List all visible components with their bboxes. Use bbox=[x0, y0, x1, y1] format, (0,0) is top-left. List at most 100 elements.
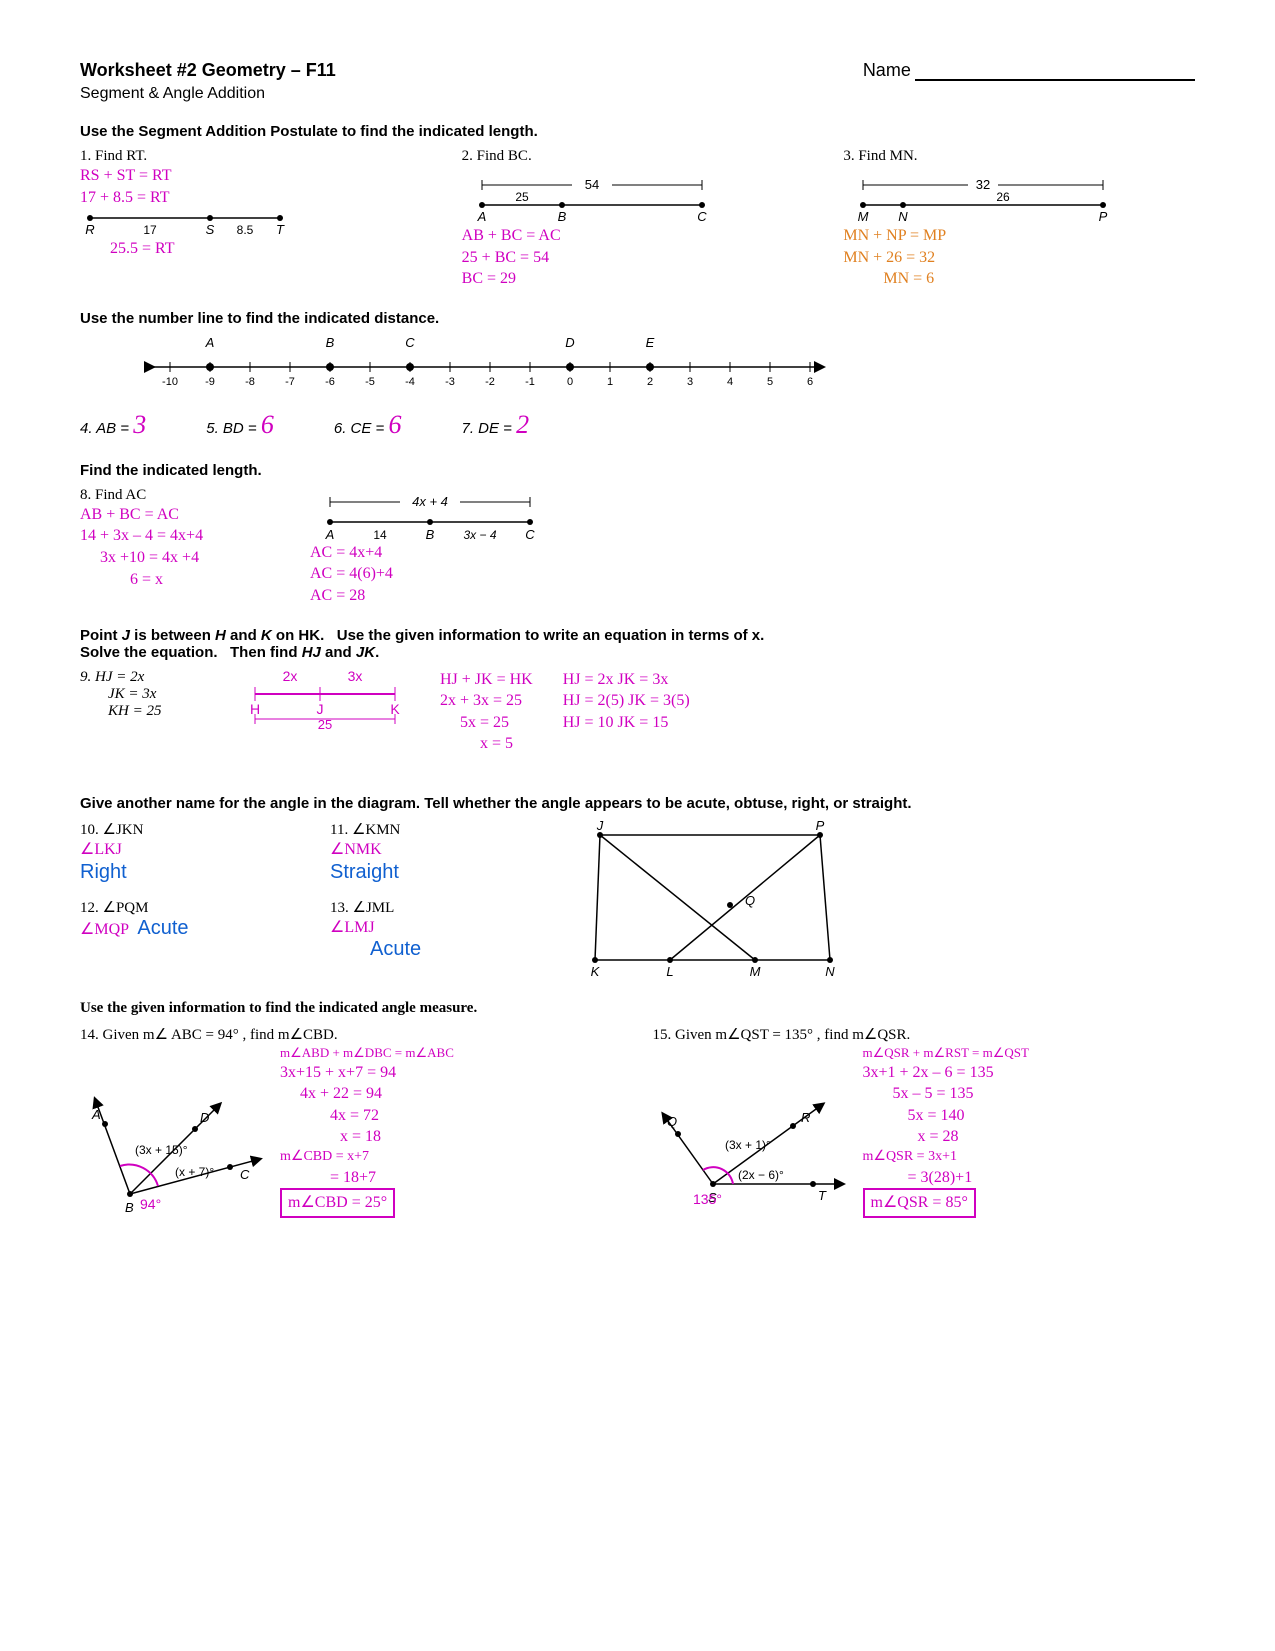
q9-work-right: HJ = 2x JK = 3x HJ = 2(5) JK = 3(5) HJ =… bbox=[563, 669, 690, 755]
q4: 4. AB = 3 bbox=[80, 407, 146, 442]
section6-heading: Use the given information to find the in… bbox=[80, 1000, 1195, 1017]
svg-text:T: T bbox=[818, 1188, 827, 1203]
svg-text:8.5: 8.5 bbox=[237, 223, 254, 237]
svg-text:25: 25 bbox=[515, 190, 529, 204]
q14-prompt: 14. Given m∠ ABC = 94° , find m∠CBD. bbox=[80, 1025, 623, 1044]
section5-heading: Give another name for the angle in the d… bbox=[80, 795, 1195, 812]
title: Worksheet #2 Geometry – F11 bbox=[80, 60, 336, 81]
svg-text:P: P bbox=[816, 820, 825, 833]
svg-text:(3x + 1)°: (3x + 1)° bbox=[725, 1138, 771, 1152]
svg-text:14: 14 bbox=[373, 528, 387, 542]
section1-heading: Use the Segment Addition Postulate to fi… bbox=[80, 123, 1195, 140]
svg-text:-8: -8 bbox=[245, 376, 255, 388]
subtitle: Segment & Angle Addition bbox=[80, 85, 1195, 103]
section4-heading1: Point J is between H and K on HK. Use th… bbox=[80, 627, 1195, 644]
q6: 6. CE = 6 bbox=[334, 407, 402, 442]
svg-text:S: S bbox=[206, 222, 215, 237]
q13-prompt: 13. ∠JML bbox=[330, 898, 550, 917]
svg-text:M: M bbox=[750, 964, 761, 979]
q14: 14. Given m∠ ABC = 94° , find m∠CBD. A D… bbox=[80, 1025, 623, 1218]
section1-row: 1. Find RT. RS + ST = RT 17 + 8.5 = RT R… bbox=[80, 148, 1195, 290]
q1-work: RS + ST = RT 17 + 8.5 = RT bbox=[80, 165, 432, 208]
svg-text:Q: Q bbox=[667, 1114, 677, 1129]
svg-text:6: 6 bbox=[807, 376, 813, 388]
q3-work: MN + NP = MP MN + 26 = 32 MN = 6 bbox=[843, 225, 1195, 290]
svg-text:94°: 94° bbox=[140, 1196, 161, 1212]
svg-text:4x + 4: 4x + 4 bbox=[412, 494, 448, 509]
svg-text:1: 1 bbox=[607, 376, 613, 388]
svg-text:K: K bbox=[591, 964, 601, 979]
svg-text:3x: 3x bbox=[348, 669, 363, 684]
q8-prompt: 8. Find AC bbox=[80, 487, 280, 504]
svg-text:-9: -9 bbox=[205, 376, 215, 388]
svg-text:B: B bbox=[326, 335, 335, 350]
svg-text:A: A bbox=[476, 209, 486, 224]
q8-work-left: AB + BC = AC 14 + 3x – 4 = 4x+4 3x +10 =… bbox=[80, 504, 280, 590]
q2-diagram: 54 A 25 B C bbox=[462, 165, 722, 225]
svg-text:32: 32 bbox=[976, 177, 990, 192]
svg-text:L: L bbox=[666, 964, 673, 979]
section6-row: 14. Given m∠ ABC = 94° , find m∠CBD. A D… bbox=[80, 1025, 1195, 1218]
svg-text:(x + 7)°: (x + 7)° bbox=[175, 1165, 214, 1179]
svg-text:17: 17 bbox=[143, 223, 157, 237]
svg-text:25: 25 bbox=[318, 717, 332, 729]
svg-text:B: B bbox=[426, 527, 435, 542]
svg-text:(3x + 15)°: (3x + 15)° bbox=[135, 1143, 188, 1157]
svg-text:2x: 2x bbox=[283, 669, 298, 684]
q2-prompt: 2. Find BC. bbox=[462, 148, 814, 165]
q8: 8. Find AC AB + BC = AC 14 + 3x – 4 = 4x… bbox=[80, 487, 1195, 607]
q1-diagram: R S T 17 8.5 bbox=[80, 208, 300, 238]
svg-text:3: 3 bbox=[687, 376, 693, 388]
svg-text:T: T bbox=[276, 222, 285, 237]
svg-text:R: R bbox=[85, 222, 94, 237]
svg-text:D: D bbox=[565, 335, 574, 350]
q3-diagram: 32 M N 26 P bbox=[843, 165, 1123, 225]
svg-text:M: M bbox=[858, 209, 869, 224]
name-field: Name bbox=[863, 60, 1195, 81]
q14-diagram: A D C B (3x + 15)° (x + 7)° 94° bbox=[80, 1044, 270, 1214]
svg-text:C: C bbox=[697, 209, 707, 224]
q10-prompt: 10. ∠JKN bbox=[80, 820, 300, 839]
q3: 3. Find MN. 32 M N 26 P MN + NP = MP MN … bbox=[843, 148, 1195, 290]
q15: 15. Given m∠QST = 135° , find m∠QSR. Q R… bbox=[653, 1025, 1196, 1218]
svg-text:2: 2 bbox=[647, 376, 653, 388]
svg-text:N: N bbox=[825, 964, 835, 979]
q9-work-mid: HJ + JK = HK 2x + 3x = 25 5x = 25 x = 5 bbox=[440, 669, 533, 755]
svg-text:3x − 4: 3x − 4 bbox=[463, 528, 496, 542]
q12-prompt: 12. ∠PQM bbox=[80, 898, 300, 917]
svg-text:C: C bbox=[525, 527, 535, 542]
name-blank-line[interactable] bbox=[915, 79, 1195, 81]
section5-diagram: J P Q K L M N bbox=[580, 820, 860, 980]
q1: 1. Find RT. RS + ST = RT 17 + 8.5 = RT R… bbox=[80, 148, 432, 290]
q2: 2. Find BC. 54 A 25 B C AB + BC = AC 25 … bbox=[462, 148, 814, 290]
q8-diagram: 4x + 4 A 14 B 3x − 4 C bbox=[310, 487, 550, 542]
svg-text:26: 26 bbox=[997, 190, 1011, 204]
q15-work: m∠QSR + m∠RST = m∠QST 3x+1 + 2x – 6 = 13… bbox=[863, 1044, 1029, 1218]
svg-text:B: B bbox=[125, 1200, 134, 1214]
svg-text:-4: -4 bbox=[405, 376, 415, 388]
svg-text:J: J bbox=[596, 820, 604, 833]
svg-text:-10: -10 bbox=[162, 376, 178, 388]
q15-diagram: Q R T S (3x + 1)° (2x − 6)° 135° bbox=[653, 1044, 853, 1214]
svg-text:-1: -1 bbox=[525, 376, 535, 388]
section2-heading: Use the number line to find the indicate… bbox=[80, 310, 1195, 327]
svg-text:J: J bbox=[317, 701, 324, 717]
q10-q12: 10. ∠JKN ∠LKJ Right 12. ∠PQM ∠MQP Acute bbox=[80, 820, 300, 980]
q1-prompt: 1. Find RT. bbox=[80, 148, 432, 165]
svg-text:-5: -5 bbox=[365, 376, 375, 388]
svg-text:C: C bbox=[405, 335, 415, 350]
q5: 5. BD = 6 bbox=[206, 407, 274, 442]
section3-heading: Find the indicated length. bbox=[80, 462, 1195, 479]
number-line: A B C D E -10-9-8-7-6-5-4-3-2-10123456 bbox=[140, 327, 840, 397]
svg-text:Q: Q bbox=[745, 893, 755, 908]
svg-text:A: A bbox=[91, 1107, 101, 1122]
svg-text:-3: -3 bbox=[445, 376, 455, 388]
svg-text:-7: -7 bbox=[285, 376, 295, 388]
q3-prompt: 3. Find MN. bbox=[843, 148, 1195, 165]
svg-text:C: C bbox=[240, 1167, 250, 1182]
svg-text:0: 0 bbox=[567, 376, 573, 388]
q14-work: m∠ABD + m∠DBC = m∠ABC 3x+15 + x+7 = 94 4… bbox=[280, 1044, 454, 1218]
svg-text:D: D bbox=[200, 1110, 209, 1125]
q7: 7. DE = 2 bbox=[461, 407, 529, 442]
q15-prompt: 15. Given m∠QST = 135° , find m∠QSR. bbox=[653, 1025, 1196, 1044]
